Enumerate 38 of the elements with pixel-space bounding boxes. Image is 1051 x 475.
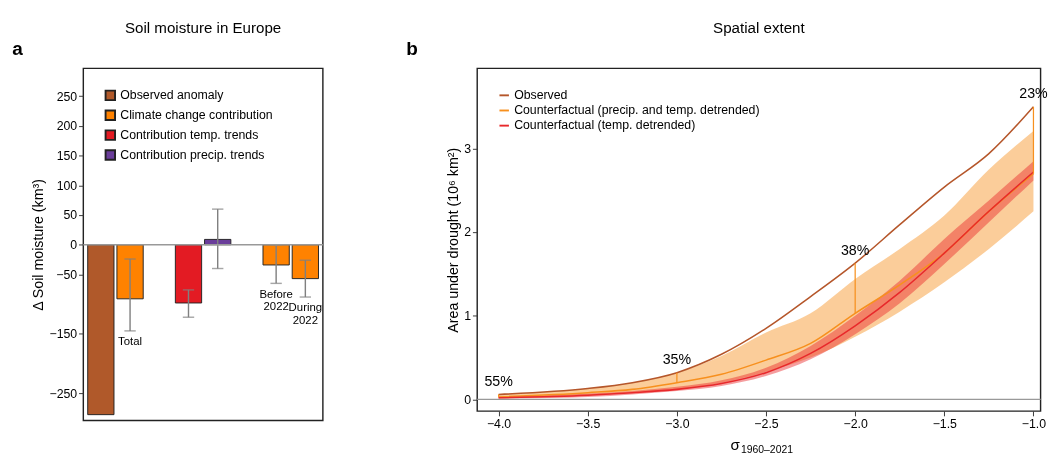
y-tick-label: −250 xyxy=(49,386,78,401)
x-tick-label: −2.0 xyxy=(843,416,868,431)
y-tick-label: 100 xyxy=(56,178,78,193)
y-tick-label: −50 xyxy=(56,267,78,282)
x-tick-label: −4.0 xyxy=(486,416,512,431)
y-tick-label: 250 xyxy=(56,89,78,104)
y-tick-label: 200 xyxy=(56,119,78,134)
y-tick-label: 0 xyxy=(464,392,472,407)
y-tick-label: 50 xyxy=(63,208,78,223)
y-axis-title: Δ Soil moisture (km³) xyxy=(29,179,46,311)
annotation: 55% xyxy=(484,372,514,389)
y-tick-label: 3 xyxy=(464,141,472,156)
y-tick-label: 150 xyxy=(56,148,78,163)
text: a xyxy=(12,38,24,60)
legend-label: Climate change contribution xyxy=(120,108,273,123)
chart-title: Soil moisture in Europe xyxy=(124,19,282,37)
x-tick-label: −1.0 xyxy=(1021,416,1047,431)
x-tick-label: Total xyxy=(118,335,143,348)
legend-label: Observed xyxy=(514,88,568,103)
y-tick-label: 0 xyxy=(70,238,78,253)
legend-label: Counterfactual (temp. detrended) xyxy=(514,118,696,133)
x-tick-label: −1.5 xyxy=(932,416,958,431)
annotation: 35% xyxy=(662,351,692,368)
legend-label: Contribution precip. trends xyxy=(120,147,265,162)
y-tick-label: −150 xyxy=(49,327,78,342)
legend-label: Counterfactual (precip. and temp. detrended) xyxy=(514,103,760,118)
x-tick-label: −3.0 xyxy=(665,416,690,431)
y-tick-label: 2 xyxy=(464,225,472,240)
text: b xyxy=(406,38,418,60)
x-tick-label: −2.5 xyxy=(754,416,779,431)
annotation: 38% xyxy=(840,241,870,258)
x-tick-label: During 2022 xyxy=(288,301,323,326)
legend-label: Contribution temp. trends xyxy=(120,127,259,142)
legend-label: Observed anomaly xyxy=(120,88,225,103)
x-tick-label: −3.5 xyxy=(576,416,601,431)
y-tick-label: 1 xyxy=(464,309,472,324)
y-axis-title: Area under drought (10⁶ km²) xyxy=(444,147,461,333)
chart-title: Spatial extent xyxy=(713,19,806,37)
